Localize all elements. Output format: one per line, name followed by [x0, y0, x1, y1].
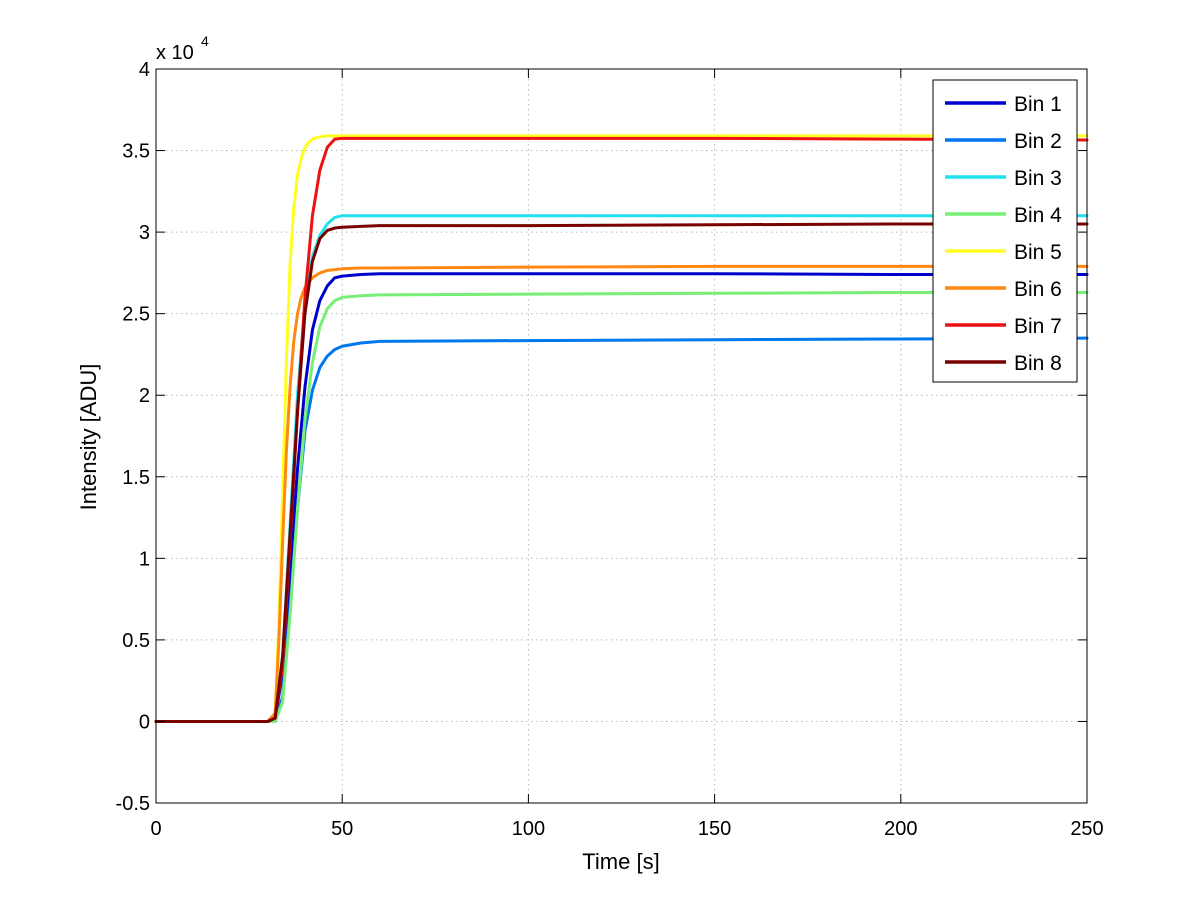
plot-frame — [155, 68, 1088, 804]
legend-label-bin-3: Bin 3 — [1014, 167, 1062, 190]
legend-label-bin-7: Bin 7 — [1014, 315, 1062, 338]
legend-box — [932, 79, 1078, 383]
plot-area — [156, 69, 1087, 803]
x-tick-labels: 0 50 100 150 200 250 — [150, 818, 1103, 840]
series-lines — [154, 134, 1089, 723]
legend-label-bin-6: Bin 6 — [1014, 278, 1062, 301]
y-multiplier-base: x 10 — [156, 42, 194, 64]
y-tick-label: 3.5 — [122, 141, 150, 163]
x-tick-label: 200 — [884, 818, 917, 840]
y-axis-multiplier: x 10 4 — [156, 33, 209, 64]
x-tick-label: 150 — [698, 818, 731, 840]
x-tick-label: 250 — [1070, 818, 1103, 840]
y-tick-label: 2.5 — [122, 304, 150, 326]
y-tick-label: 0.5 — [122, 630, 150, 652]
legend-label-bin-4: Bin 4 — [1014, 204, 1062, 227]
legend-label-bin-1: Bin 1 — [1014, 93, 1062, 116]
legend: Bin 1 Bin 2 Bin 3 Bin 4 Bin 5 Bin 6 Bin 7 Bin 8 — [932, 79, 1078, 383]
y-multiplier-exponent: 4 — [201, 33, 209, 49]
y-tick-label: 1 — [139, 548, 150, 570]
x-tick-label: 0 — [150, 818, 161, 840]
legend-label-bin-2: Bin 2 — [1014, 130, 1062, 153]
x-tick-label: 100 — [512, 818, 545, 840]
legend-label-bin-8: Bin 8 — [1014, 352, 1062, 375]
y-tick-labels: -0.5 0 0.5 1 1.5 2 2.5 3 3.5 4 — [116, 59, 150, 815]
y-tick-label: 4 — [139, 59, 150, 81]
x-tick-label: 50 — [331, 818, 353, 840]
y-tick-label: 1.5 — [122, 467, 150, 489]
axis-ticks — [155, 68, 1088, 804]
y-tick-label: 2 — [139, 385, 150, 407]
y-tick-label: 3 — [139, 222, 150, 244]
series-line-bin-4 — [154, 290, 1089, 723]
x-axis-label: Time [s] — [582, 849, 659, 874]
y-tick-label: -0.5 — [116, 793, 150, 815]
y-tick-label: 0 — [139, 711, 150, 733]
legend-label-bin-5: Bin 5 — [1014, 241, 1062, 264]
series-line-bin-8 — [154, 222, 1089, 723]
y-axis-label: Intensity [ADU] — [76, 364, 101, 511]
